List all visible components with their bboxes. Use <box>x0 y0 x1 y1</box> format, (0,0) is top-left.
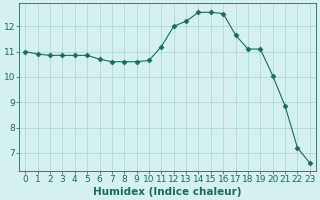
X-axis label: Humidex (Indice chaleur): Humidex (Indice chaleur) <box>93 187 242 197</box>
